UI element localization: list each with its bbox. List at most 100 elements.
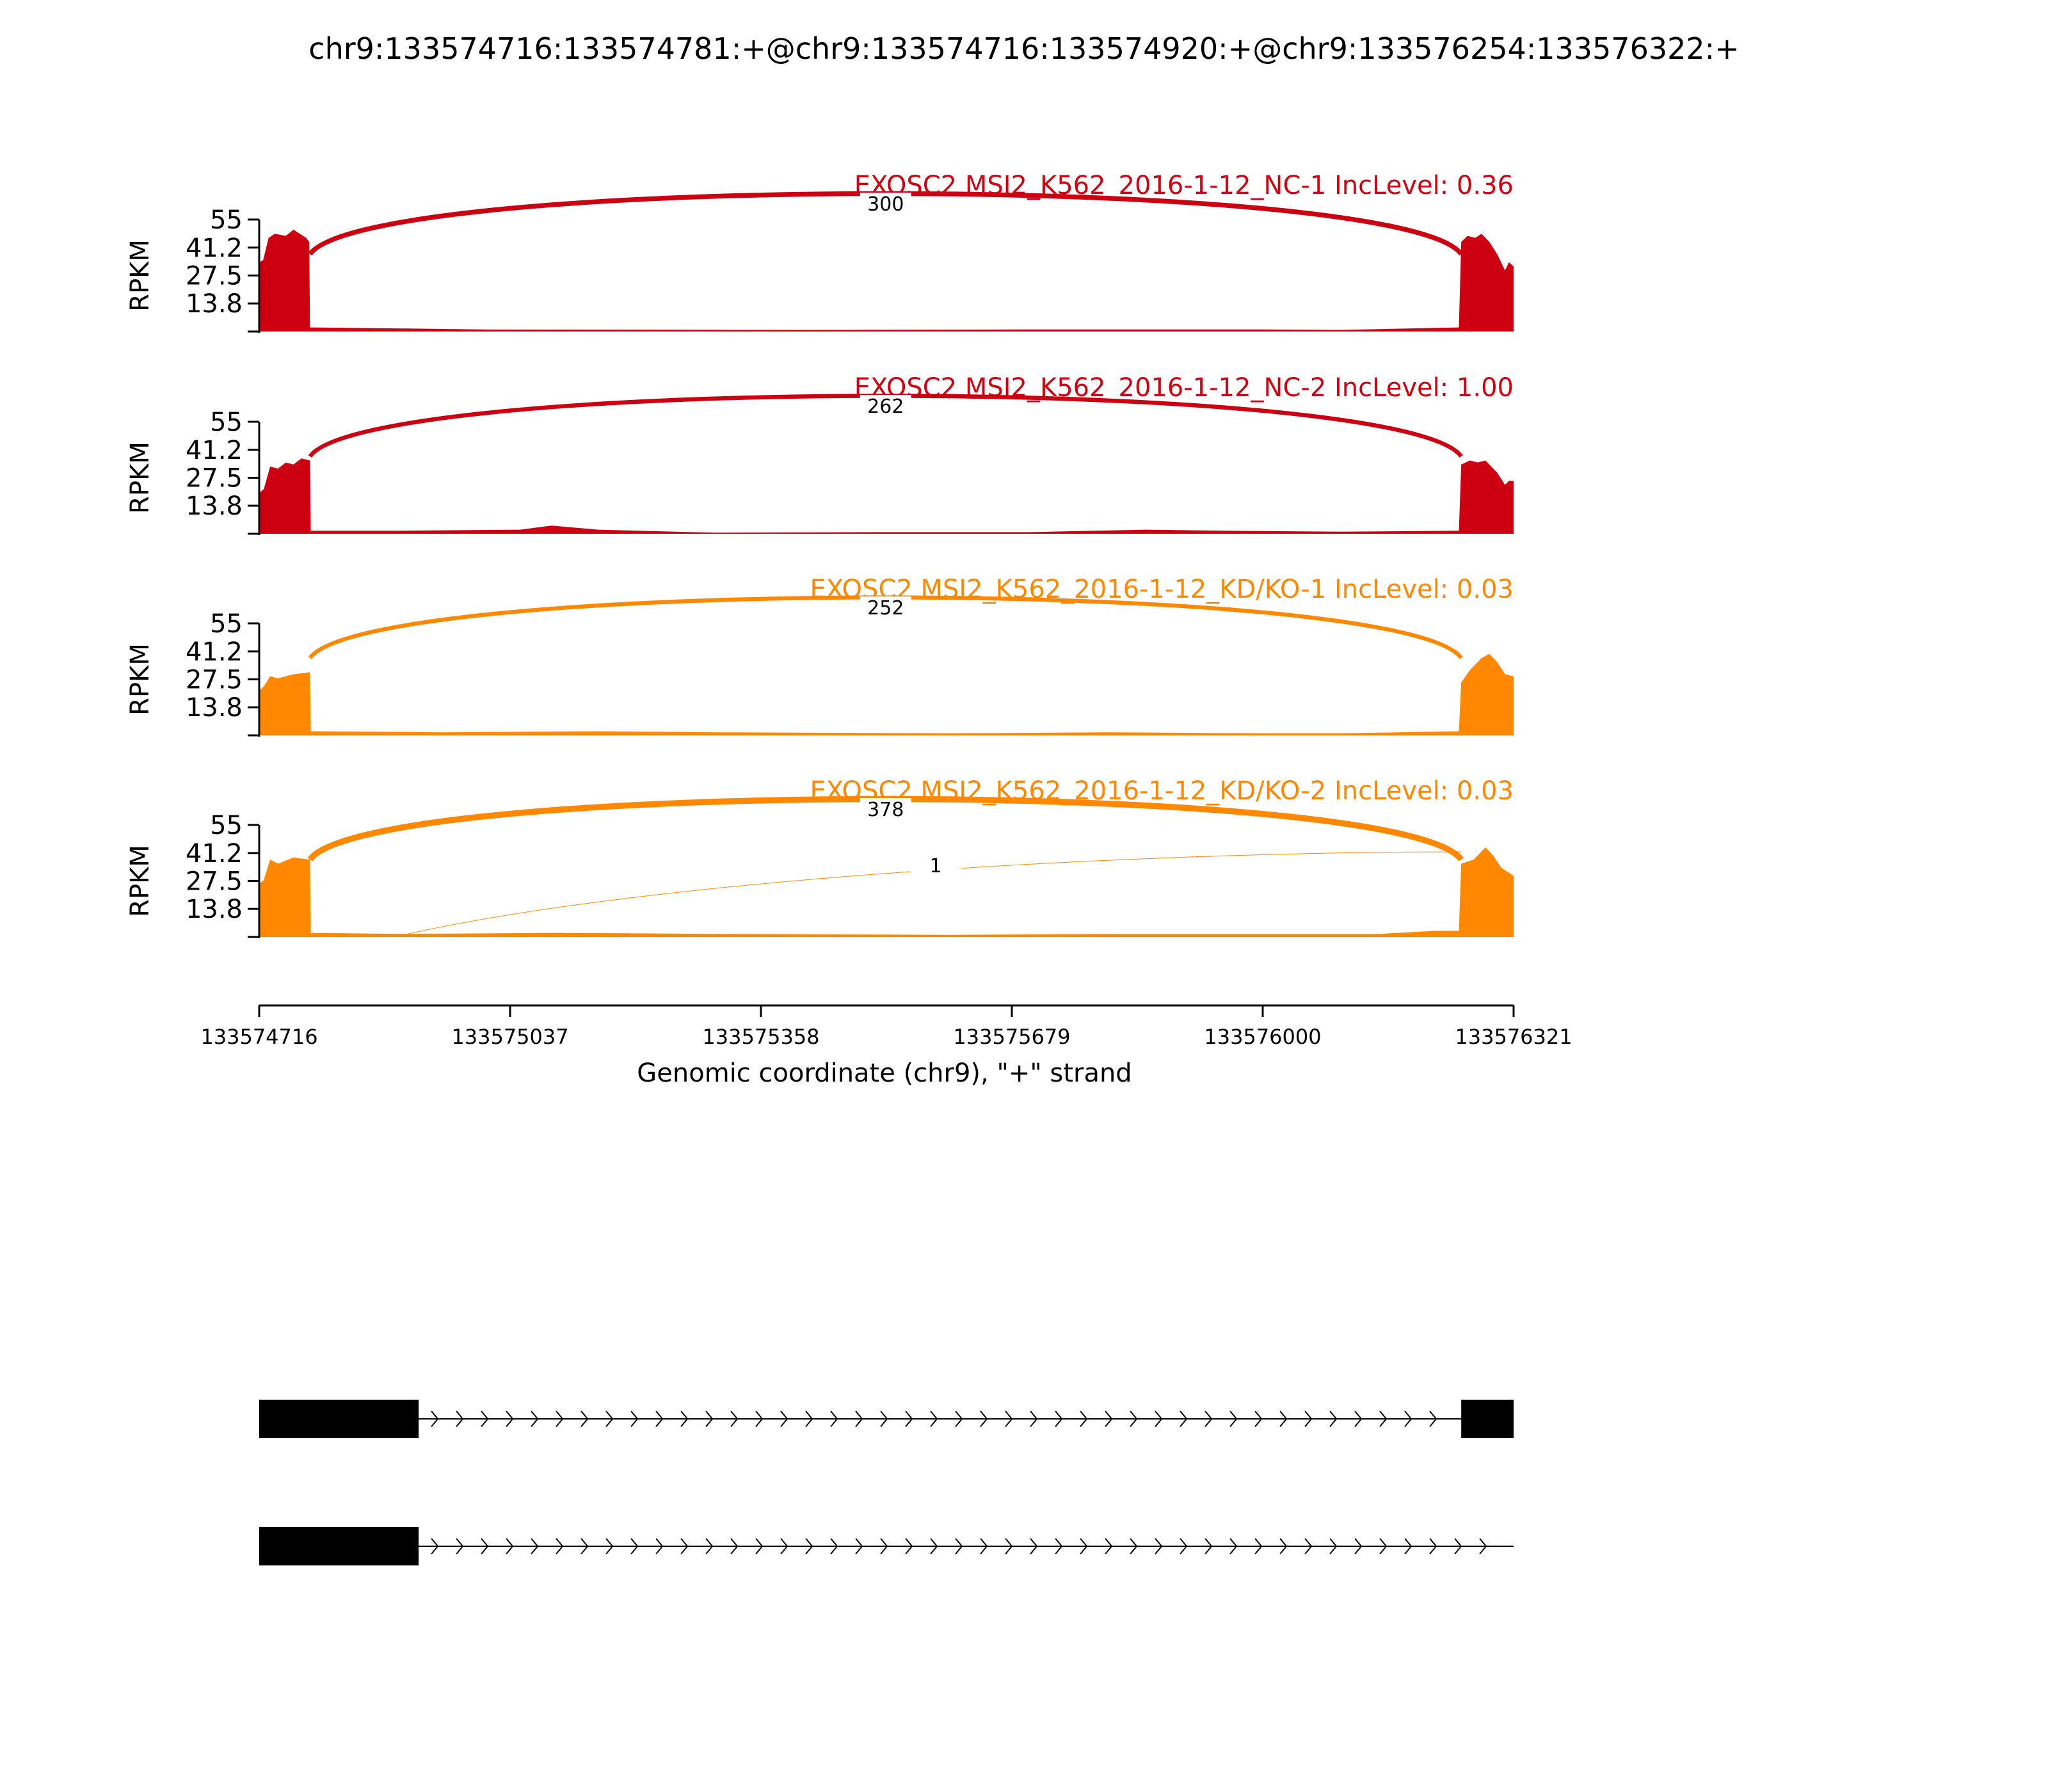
- strand-arrow: [1005, 1538, 1013, 1555]
- y-tick-label: 55: [210, 408, 243, 437]
- strand-arrow: [905, 1538, 913, 1555]
- strand-arrow: [730, 1538, 739, 1555]
- exon-block: [1461, 1400, 1514, 1438]
- strand-arrow: [855, 1411, 863, 1427]
- strand-arrow: [880, 1411, 888, 1427]
- strand-arrow: [1354, 1411, 1363, 1427]
- strand-arrow: [630, 1411, 639, 1427]
- y-tick-label: 27.5: [186, 464, 243, 493]
- y-tick-label: 13.8: [186, 693, 243, 723]
- strand-arrow: [431, 1538, 439, 1555]
- x-tick-label: 133575679: [953, 1025, 1070, 1049]
- strand-arrow: [680, 1538, 689, 1555]
- y-axis-label: RPKM: [125, 239, 155, 312]
- strand-arrow: [1180, 1538, 1188, 1555]
- strand-arrow: [630, 1538, 639, 1555]
- strand-arrow: [1105, 1538, 1113, 1555]
- y-tick-label: 13.8: [186, 289, 243, 319]
- strand-arrow: [1254, 1411, 1263, 1427]
- strand-arrow: [930, 1411, 938, 1427]
- strand-arrow: [605, 1538, 614, 1555]
- strand-arrow: [830, 1411, 838, 1427]
- junction-count-label: 1: [929, 855, 941, 877]
- strand-arrow: [955, 1538, 963, 1555]
- y-tick-label: 27.5: [186, 867, 243, 897]
- x-axis: 133574716 133575037 133575358 133575679 1335…: [200, 1004, 1572, 1049]
- strand-arrow: [1379, 1411, 1388, 1427]
- y-tick-label: 55: [210, 609, 243, 639]
- y-tick-label: 55: [210, 811, 243, 840]
- strand-arrow: [1204, 1411, 1213, 1427]
- junction-arc: [403, 851, 1462, 936]
- figure-title: chr9:133574716:133574781:+@chr9:13357471…: [308, 31, 1739, 66]
- y-axis-label: RPKM: [125, 845, 155, 917]
- x-axis-label: Genomic coordinate (chr9), "+" strand: [637, 1059, 1132, 1088]
- strand-arrow: [780, 1538, 788, 1555]
- strand-arrow: [1105, 1411, 1113, 1427]
- strand-arrow: [1454, 1538, 1462, 1555]
- y-axis-label: RPKM: [125, 442, 155, 514]
- strand-arrow: [456, 1538, 464, 1555]
- strand-arrow: [1130, 1538, 1138, 1555]
- strand-arrow: [1404, 1538, 1412, 1555]
- y-tick-label: 41.2: [186, 637, 243, 667]
- transcript-2: [259, 1527, 1514, 1565]
- strand-arrow: [1030, 1411, 1038, 1427]
- strand-arrow: [481, 1411, 489, 1427]
- strand-arrow: [506, 1538, 514, 1555]
- strand-arrow: [1080, 1411, 1088, 1427]
- strand-arrow: [855, 1538, 863, 1555]
- strand-arrow: [1254, 1538, 1263, 1555]
- x-tick-label: 133575037: [451, 1025, 568, 1049]
- strand-arrow: [456, 1411, 464, 1427]
- strand-arrow: [1429, 1411, 1437, 1427]
- strand-arrow: [805, 1538, 813, 1555]
- strand-arrow: [955, 1411, 963, 1427]
- strand-arrow: [531, 1411, 539, 1427]
- strand-arrow: [1055, 1538, 1063, 1555]
- strand-arrow: [1055, 1411, 1063, 1427]
- junction-label-bg: [860, 798, 911, 821]
- strand-arrow: [1279, 1538, 1288, 1555]
- strand-arrow: [880, 1538, 888, 1555]
- y-tick-label: 41.2: [186, 234, 243, 263]
- strand-arrow: [705, 1538, 714, 1555]
- sample-label: EXOSC2 MSI2_K562_2016-1-12_KD/KO-1 IncLe…: [810, 575, 1514, 604]
- y-tick-label: 13.8: [186, 895, 243, 924]
- strand-arrow: [1030, 1538, 1038, 1555]
- strand-arrow: [1354, 1538, 1363, 1555]
- strand-arrow: [1304, 1538, 1313, 1555]
- strand-arrow: [980, 1411, 988, 1427]
- strand-arrow: [1229, 1538, 1238, 1555]
- junction-count-label: 262: [867, 396, 904, 418]
- strand-arrow: [780, 1411, 788, 1427]
- strand-arrow: [1080, 1538, 1088, 1555]
- transcript-1: [259, 1400, 1514, 1438]
- junction-count-label: 378: [867, 799, 904, 821]
- panel-3: 13.827.541.255 RPKM EXOSC2 MSI2_K562_2016-…: [125, 575, 1514, 737]
- coverage-area: [259, 653, 1514, 735]
- strand-arrow: [1329, 1538, 1338, 1555]
- strand-arrow: [905, 1411, 913, 1427]
- strand-arrow: [1304, 1411, 1313, 1427]
- strand-arrow: [1404, 1411, 1412, 1427]
- x-tick-label: 133574716: [200, 1025, 317, 1049]
- y-tick-label: 41.2: [186, 839, 243, 868]
- strand-arrow: [481, 1538, 489, 1555]
- strand-arrow: [755, 1538, 764, 1555]
- strand-arrow: [680, 1411, 689, 1427]
- y-tick-label: 27.5: [186, 666, 243, 695]
- strand-arrow: [1204, 1538, 1213, 1555]
- strand-arrow: [1005, 1411, 1013, 1427]
- junction-label-bg: [860, 193, 911, 216]
- strand-arrow: [506, 1411, 514, 1427]
- strand-arrow: [580, 1411, 589, 1427]
- strand-arrow: [605, 1411, 614, 1427]
- strand-arrow: [730, 1411, 739, 1427]
- strand-arrow: [580, 1538, 589, 1555]
- strand-arrow: [531, 1538, 539, 1555]
- strand-arrow: [1130, 1411, 1138, 1427]
- transcript-models: [259, 1400, 1514, 1565]
